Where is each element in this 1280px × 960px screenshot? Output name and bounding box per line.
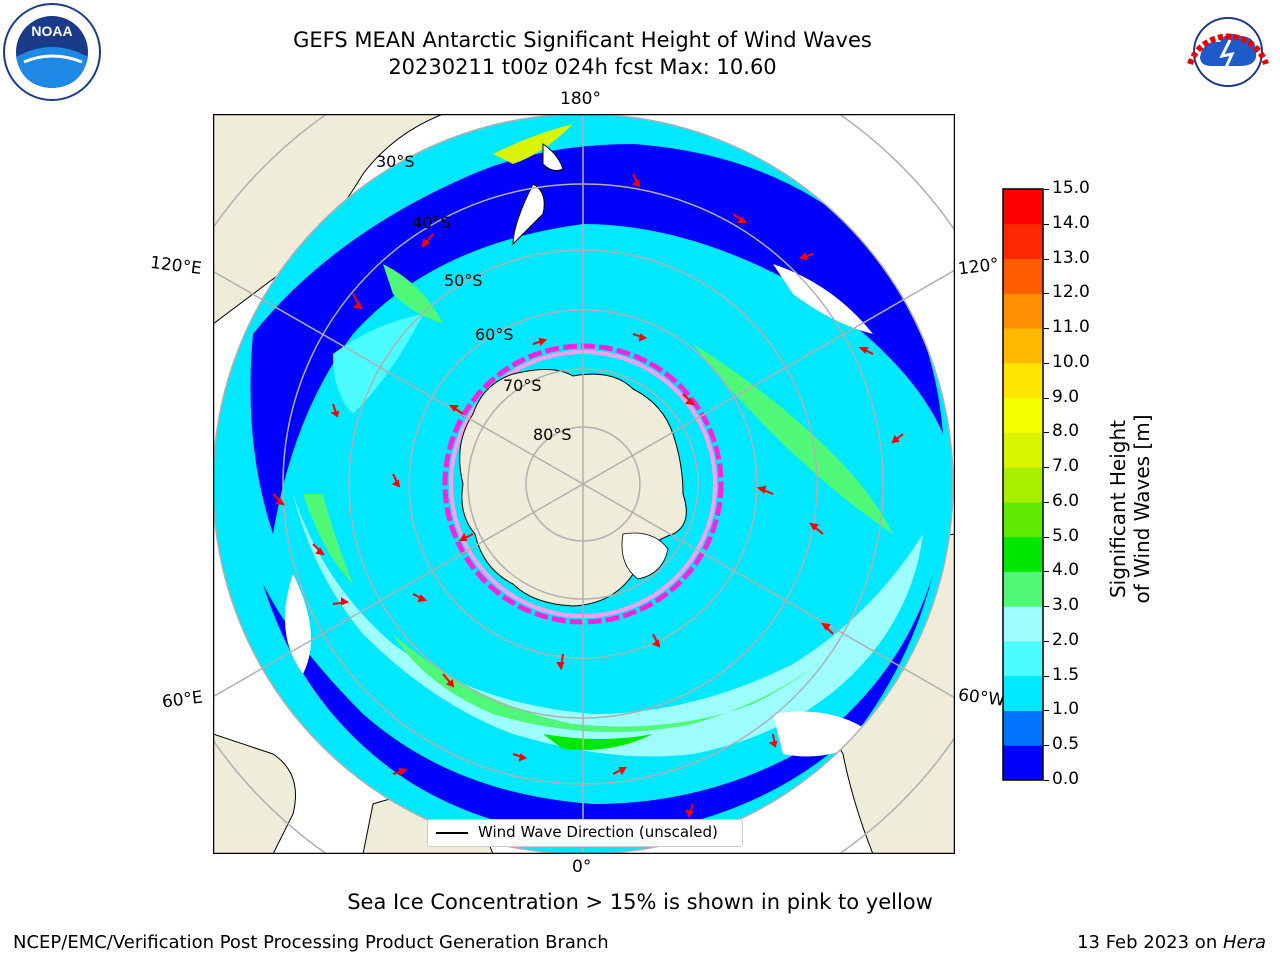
colorbar-tick-label: 1.5 xyxy=(1052,664,1080,685)
colorbar-segment xyxy=(1003,536,1043,572)
nws-logo xyxy=(1181,5,1275,99)
lat-label-30s: 30°S xyxy=(376,152,415,171)
polar-map xyxy=(213,114,955,854)
lat-label-50s: 50°S xyxy=(444,271,483,290)
colorbar-segment xyxy=(1003,293,1043,329)
colorbar-tick-mark xyxy=(1044,501,1049,503)
colorbar-tick-label: 0.0 xyxy=(1052,769,1080,789)
legend-label: Wind Wave Direction (unscaled) xyxy=(478,823,718,841)
colorbar-tick-mark xyxy=(1044,362,1049,364)
new-zealand-land xyxy=(512,143,564,246)
lon-label-60w: 60°W xyxy=(956,685,1006,711)
lon-label-180: 180° xyxy=(560,89,601,109)
colorbar-tick-mark xyxy=(1044,293,1049,295)
colorbar-tick-label: 7.0 xyxy=(1052,456,1080,477)
colorbar-tick-label: 14.0 xyxy=(1052,212,1090,233)
lat-label-80s: 80°S xyxy=(533,425,572,444)
colorbar-tick-mark xyxy=(1044,467,1049,469)
colorbar-segment xyxy=(1003,189,1043,225)
noaa-logo: NOAA xyxy=(3,3,101,101)
graticule xyxy=(213,114,955,854)
weddell-sea xyxy=(621,532,669,580)
colorbar-tick-mark xyxy=(1044,189,1049,190)
colorbar-tick-label: 0.5 xyxy=(1052,734,1080,755)
colorbar-tick-label: 3.0 xyxy=(1052,595,1080,616)
africa-land xyxy=(213,733,296,854)
colorbar-segment xyxy=(1003,501,1043,538)
chart-subtitle: 20230211 t00z 024h fcst Max: 10.60 xyxy=(388,55,777,79)
colorbar-tick-mark xyxy=(1044,328,1049,330)
lat-label-60s: 60°S xyxy=(475,325,514,344)
colorbar-segment xyxy=(1003,606,1043,642)
colorbar-segment xyxy=(1003,223,1043,260)
colorbar-tick-label: 12.0 xyxy=(1052,282,1090,303)
colorbar-tick-label: 1.0 xyxy=(1052,699,1080,720)
colorbar-segment xyxy=(1003,640,1043,677)
colorbar-segment xyxy=(1003,745,1043,781)
date-prefix: 13 Feb 2023 on xyxy=(1077,932,1223,953)
chart-title: GEFS MEAN Antarctic Significant Height o… xyxy=(293,28,872,52)
colorbar-segment xyxy=(1003,467,1043,503)
colorbar-tick-label: 10.0 xyxy=(1052,351,1090,372)
credit-text: NCEP/EMC/Verification Post Processing Pr… xyxy=(13,932,609,953)
colorbar-tick-mark xyxy=(1044,640,1049,642)
colorbar-tick-mark xyxy=(1044,675,1049,677)
sea-ice-note: Sea Ice Concentration > 15% is shown in … xyxy=(347,890,933,914)
colorbar-segment xyxy=(1003,675,1043,711)
lon-label-120w: 120° xyxy=(956,254,1001,280)
lon-label-0: 0° xyxy=(572,857,592,877)
colorbar xyxy=(1002,188,1044,781)
lat-label-40s: 40°S xyxy=(412,213,451,232)
colorbar-tick-label: 6.0 xyxy=(1052,490,1080,511)
colorbar-tick-mark xyxy=(1044,606,1049,608)
colorbar-segment xyxy=(1003,432,1043,468)
colorbar-tick-mark xyxy=(1044,223,1049,225)
colorbar-tick-label: 2.0 xyxy=(1052,629,1080,650)
colorbar-tick-label: 11.0 xyxy=(1052,317,1090,338)
colorbar-segment xyxy=(1003,710,1043,746)
lat-label-70s: 70°S xyxy=(503,376,542,395)
colorbar-segment xyxy=(1003,571,1043,607)
colorbar-tick-label: 8.0 xyxy=(1052,421,1080,442)
colorbar-tick-mark xyxy=(1044,536,1049,538)
lon-label-60e: 60°E xyxy=(160,687,204,713)
date-host: Hera xyxy=(1222,932,1266,953)
legend-line-swatch xyxy=(436,832,468,834)
map-legend: Wind Wave Direction (unscaled) xyxy=(427,819,743,847)
colorbar-segment xyxy=(1003,362,1043,399)
colorbar-tick-label: 4.0 xyxy=(1052,560,1080,581)
colorbar-segment xyxy=(1003,397,1043,433)
colorbar-tick-mark xyxy=(1044,258,1049,260)
lon-label-120e: 120°E xyxy=(148,252,203,280)
colorbar-title: Significant Height of Wind Waves [m] xyxy=(1106,414,1154,604)
colorbar-tick-mark xyxy=(1044,571,1049,573)
colorbar-segment xyxy=(1003,328,1043,364)
colorbar-tick-label: 5.0 xyxy=(1052,525,1080,546)
colorbar-segment xyxy=(1003,258,1043,294)
noaa-logo-text: NOAA xyxy=(31,23,72,39)
colorbar-tick-mark xyxy=(1044,710,1049,712)
colorbar-tick-mark xyxy=(1044,397,1049,399)
colorbar-tick-mark xyxy=(1044,780,1049,781)
colorbar-tick-label: 9.0 xyxy=(1052,386,1080,407)
colorbar-tick-mark xyxy=(1044,432,1049,434)
wave-direction-arrows xyxy=(272,173,904,835)
colorbar-tick-label: 15.0 xyxy=(1052,178,1090,198)
colorbar-tick-mark xyxy=(1044,745,1049,747)
colorbar-tick-label: 13.0 xyxy=(1052,247,1090,268)
date-text: 13 Feb 2023 on Hera xyxy=(1077,932,1266,953)
